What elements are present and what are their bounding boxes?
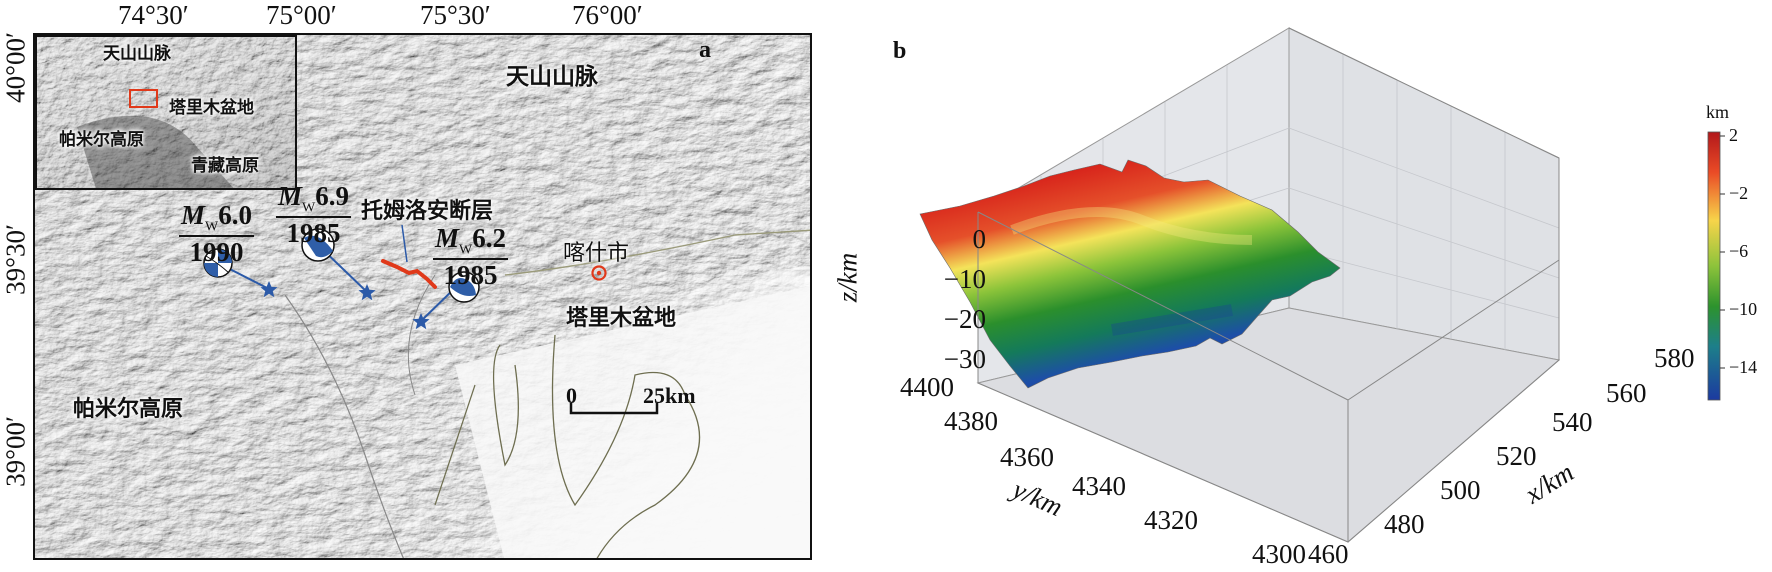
epicenter-star-1985-6-9	[358, 284, 376, 301]
x-tick-580: 580	[1654, 343, 1695, 373]
panel-a-letter: a	[699, 37, 711, 63]
inset-relief	[37, 37, 295, 188]
event-magnitude: 6.2	[472, 223, 506, 253]
focal-mechanism-1990	[203, 248, 233, 278]
event-mag-prefix: M	[181, 200, 206, 230]
lat-tick-1: 40°00′	[0, 32, 31, 103]
tarim-label: 塔里木盆地	[566, 306, 677, 331]
event-mag-sub: W	[459, 242, 473, 258]
lon-tick-3: 75°30′	[420, 0, 491, 30]
colorbar-tick-label-5: −14	[1729, 357, 1758, 377]
colorbar-tick-label-2: −2	[1729, 183, 1749, 203]
y-tick-4400: 4400	[900, 372, 954, 402]
colorbar	[1707, 131, 1721, 401]
pamir-label: 帕米尔高原	[73, 397, 184, 422]
kashgar-city-marker	[591, 265, 607, 281]
surface-plot	[919, 27, 1725, 543]
x-tick-480: 480	[1384, 509, 1425, 539]
panel-b-letter: b	[893, 38, 907, 64]
frame-edge-right	[1347, 259, 1560, 543]
kashgar-label: 喀什市	[563, 241, 630, 266]
lat-tick-2: 39°30′	[0, 224, 31, 295]
event-year: 1985	[286, 218, 341, 249]
colorbar-tick-label-3: −6	[1729, 241, 1749, 261]
back-pane-right	[1288, 27, 1560, 361]
study-area-box	[129, 89, 158, 108]
x-tick-500: 500	[1440, 475, 1481, 505]
x-tick-540: 540	[1552, 407, 1593, 437]
z-tick-10: −10	[943, 264, 986, 294]
event-magnitude: 6.9	[315, 181, 349, 211]
tianshan-label: 天山山脉	[506, 64, 598, 90]
event-mag-prefix: M	[435, 223, 460, 253]
lon-tick-4: 76°00′	[572, 0, 643, 30]
scale-start-label: 0	[566, 383, 577, 408]
y-tick-4320: 4320	[1144, 505, 1198, 535]
event-magnitude: 6.0	[218, 200, 252, 230]
fault-label: 托姆洛安断层	[361, 199, 494, 224]
x-tick-460: 460	[1308, 539, 1349, 569]
relief-map: 天山山脉 塔里木盆地 帕米尔高原 青藏高原 a 天山山脉 托姆洛安断层 喀什市 …	[33, 33, 812, 560]
epicenter-star-1990	[260, 281, 278, 298]
frame-edge-top-left	[977, 211, 1349, 401]
tomuluoan-fault-trace	[381, 259, 437, 289]
inset-pamir-label: 帕米尔高原	[59, 130, 144, 150]
surface-ridge-shading	[1010, 207, 1253, 245]
y-tick-4360: 4360	[1000, 442, 1054, 472]
scale-bar	[569, 403, 659, 415]
lon-tick-1: 74°30′	[118, 0, 189, 30]
inset-map: 天山山脉 塔里木盆地 帕米尔高原 青藏高原	[35, 35, 297, 190]
z-axis-label: z/km	[832, 252, 863, 303]
map-overlay	[203, 224, 659, 415]
focal-mechanism-1985-6-2	[448, 271, 480, 303]
colorbar-unit: km	[1706, 102, 1730, 122]
event-year: 1985	[443, 260, 498, 291]
z-tick-30: −30	[943, 344, 986, 374]
frame-edge-left	[977, 212, 1349, 543]
event-mag-prefix: M	[278, 181, 303, 211]
event-label-1985-6-2: MW6.2 1985	[433, 223, 508, 291]
z-tick-20: −20	[943, 304, 986, 334]
y-tick-4300: 4300	[1252, 539, 1306, 569]
epicenter-star-1985-6-2	[412, 313, 430, 330]
inset-tarim-label: 塔里木盆地	[169, 98, 254, 118]
fault-pointer	[401, 224, 408, 263]
event-mag-sub: W	[302, 200, 316, 216]
surface-trough-shading	[1111, 304, 1233, 336]
colorbar-ticks	[1720, 135, 1725, 369]
y-tick-4380: 4380	[944, 406, 998, 436]
scale-end-label: 25km	[643, 383, 696, 408]
event-label-1985-6-9: MW6.9 1985	[276, 181, 351, 249]
y-tick-4340: 4340	[1072, 471, 1126, 501]
inset-tianshan-label: 天山山脉	[103, 44, 171, 64]
x-tick-520: 520	[1496, 441, 1537, 471]
event-mag-sub: W	[205, 219, 219, 235]
lat-tick-3: 39°00′	[0, 416, 31, 487]
colorbar-tick-label-1: 2	[1729, 125, 1738, 145]
lon-tick-2: 75°00′	[266, 0, 337, 30]
z-tick-0: 0	[972, 224, 987, 254]
event-label-1990: MW6.0 1990	[179, 200, 254, 268]
moho-surface	[919, 159, 1341, 389]
x-tick-560: 560	[1606, 378, 1647, 408]
event-year: 1990	[189, 237, 244, 268]
frame-edge-top-back	[1288, 27, 1560, 159]
focal-mechanism-1985-6-9	[301, 228, 335, 262]
colorbar-tick-label-4: −10	[1729, 299, 1758, 319]
inset-tibet-label: 青藏高原	[191, 156, 259, 176]
